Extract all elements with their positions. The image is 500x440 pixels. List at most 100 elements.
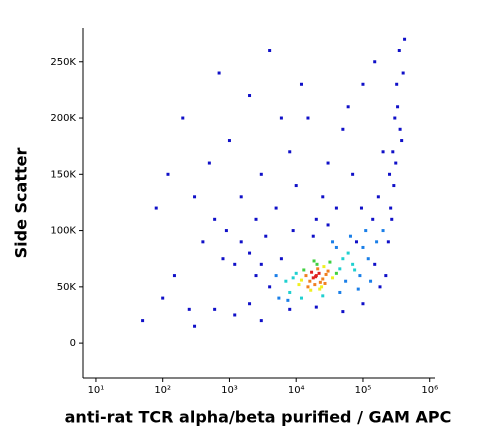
point [291, 229, 295, 233]
point [341, 127, 345, 131]
point [321, 294, 325, 298]
point [361, 302, 365, 306]
point [221, 257, 225, 261]
point [315, 262, 319, 266]
point [391, 150, 395, 154]
point [384, 274, 388, 278]
point [331, 276, 335, 280]
y-tick-label: 150K [50, 169, 76, 180]
point [207, 161, 211, 165]
point [299, 82, 303, 86]
point [187, 307, 191, 311]
point [334, 245, 338, 249]
point [361, 82, 365, 86]
point [320, 285, 324, 289]
y-tick-label: 100K [50, 226, 76, 237]
point [403, 37, 407, 41]
point [326, 161, 330, 165]
point [331, 240, 335, 244]
point [353, 268, 357, 272]
point [400, 139, 404, 143]
point [321, 195, 325, 199]
point [394, 161, 398, 165]
point [326, 269, 330, 273]
point [288, 150, 292, 154]
point [310, 270, 314, 274]
point [294, 271, 298, 275]
point [324, 272, 328, 276]
point [318, 280, 322, 284]
point [264, 234, 268, 238]
point [312, 259, 316, 263]
point [321, 277, 325, 281]
point [248, 94, 252, 98]
point [341, 310, 345, 314]
point [401, 71, 405, 75]
point [313, 283, 317, 287]
point [259, 172, 263, 176]
y-tick-label: 0 [70, 338, 76, 349]
point [348, 234, 352, 238]
point [248, 251, 252, 255]
point [314, 217, 318, 221]
point [338, 290, 342, 294]
point [371, 217, 375, 221]
point [213, 307, 217, 311]
point [361, 245, 365, 249]
point [172, 274, 176, 278]
point [375, 240, 379, 244]
x-tick-label: 10² [154, 385, 171, 396]
x-axis-title: anti-rat TCR alpha/beta purified / GAM A… [65, 408, 452, 427]
point [161, 296, 165, 300]
point [381, 150, 385, 154]
y-tick-label: 200K [50, 113, 76, 124]
x-tick-label: 10¹ [88, 385, 105, 396]
point [254, 274, 258, 278]
point [306, 285, 310, 289]
point [364, 229, 368, 233]
point [395, 82, 399, 86]
point [354, 240, 358, 244]
point [389, 206, 393, 210]
y-axis-title: Side Scatter [12, 148, 31, 259]
point [274, 274, 278, 278]
point [181, 116, 185, 120]
point [217, 71, 221, 75]
point [376, 195, 380, 199]
point [239, 240, 243, 244]
point [390, 217, 394, 221]
point [341, 257, 345, 261]
point [193, 195, 197, 199]
x-tick-label: 10⁴ [288, 385, 305, 396]
point [316, 267, 320, 271]
point [193, 324, 197, 328]
point [233, 262, 237, 266]
point [328, 260, 332, 264]
y-tick-label: 250K [50, 57, 76, 68]
point [351, 172, 355, 176]
point [356, 287, 360, 291]
point [396, 105, 400, 109]
point [284, 279, 288, 283]
point [294, 184, 298, 188]
point [309, 288, 313, 292]
point [254, 217, 258, 221]
point [369, 279, 373, 283]
point [154, 206, 158, 210]
point [359, 206, 363, 210]
point [323, 281, 327, 285]
point [141, 319, 145, 323]
point [306, 116, 310, 120]
point [302, 268, 306, 272]
point [373, 262, 377, 266]
point [233, 313, 237, 317]
x-tick-label: 10³ [221, 385, 238, 396]
point [259, 319, 263, 323]
point [358, 274, 362, 278]
point [279, 116, 283, 120]
point [311, 276, 315, 280]
point [299, 278, 303, 282]
point [279, 257, 283, 261]
point [227, 139, 231, 143]
